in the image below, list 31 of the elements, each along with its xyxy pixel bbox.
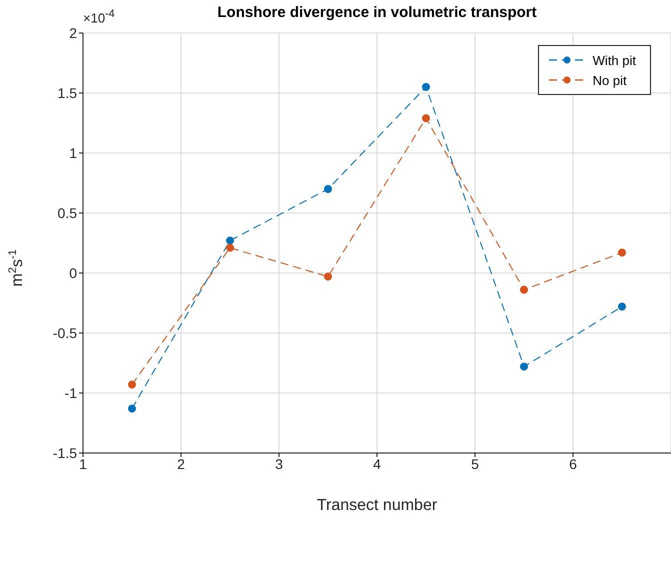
text: ×10$^{-4}$ <box>83 8 115 26</box>
point <box>128 404 136 413</box>
y-tick-label: -1 <box>64 384 78 401</box>
x-tick-label: 2 <box>177 456 186 472</box>
x-tick-label: 3 <box>275 456 284 472</box>
legend-label: With pit <box>592 52 636 68</box>
x-axis-title: Transect number <box>316 497 438 514</box>
point <box>520 286 528 294</box>
chart-title: Lonshore divergence in volumetric transport <box>217 4 537 21</box>
point <box>618 248 626 257</box>
point <box>422 83 430 91</box>
y-tick-label: -0.5 <box>52 324 78 341</box>
point <box>226 244 234 252</box>
legend-label: No pit <box>592 72 627 88</box>
y-tick-label: 1 <box>69 144 78 161</box>
x-tick-label: 6 <box>569 456 578 472</box>
y-tick-label: -1.5 <box>52 444 78 461</box>
point <box>618 302 626 311</box>
y-tick-label: 2 <box>69 24 78 41</box>
x-tick-label: 1 <box>79 456 88 472</box>
point <box>324 185 332 193</box>
point <box>324 272 332 281</box>
x-tick-label: 5 <box>471 456 480 472</box>
x-tick-label: 4 <box>373 456 382 472</box>
point <box>422 114 430 122</box>
y-tick-label: 1.5 <box>58 84 78 101</box>
y-tick-label: 0.5 <box>58 204 78 221</box>
point <box>128 380 136 389</box>
point <box>226 236 234 245</box>
point <box>520 362 528 371</box>
y-tick-label: 0 <box>69 264 78 281</box>
